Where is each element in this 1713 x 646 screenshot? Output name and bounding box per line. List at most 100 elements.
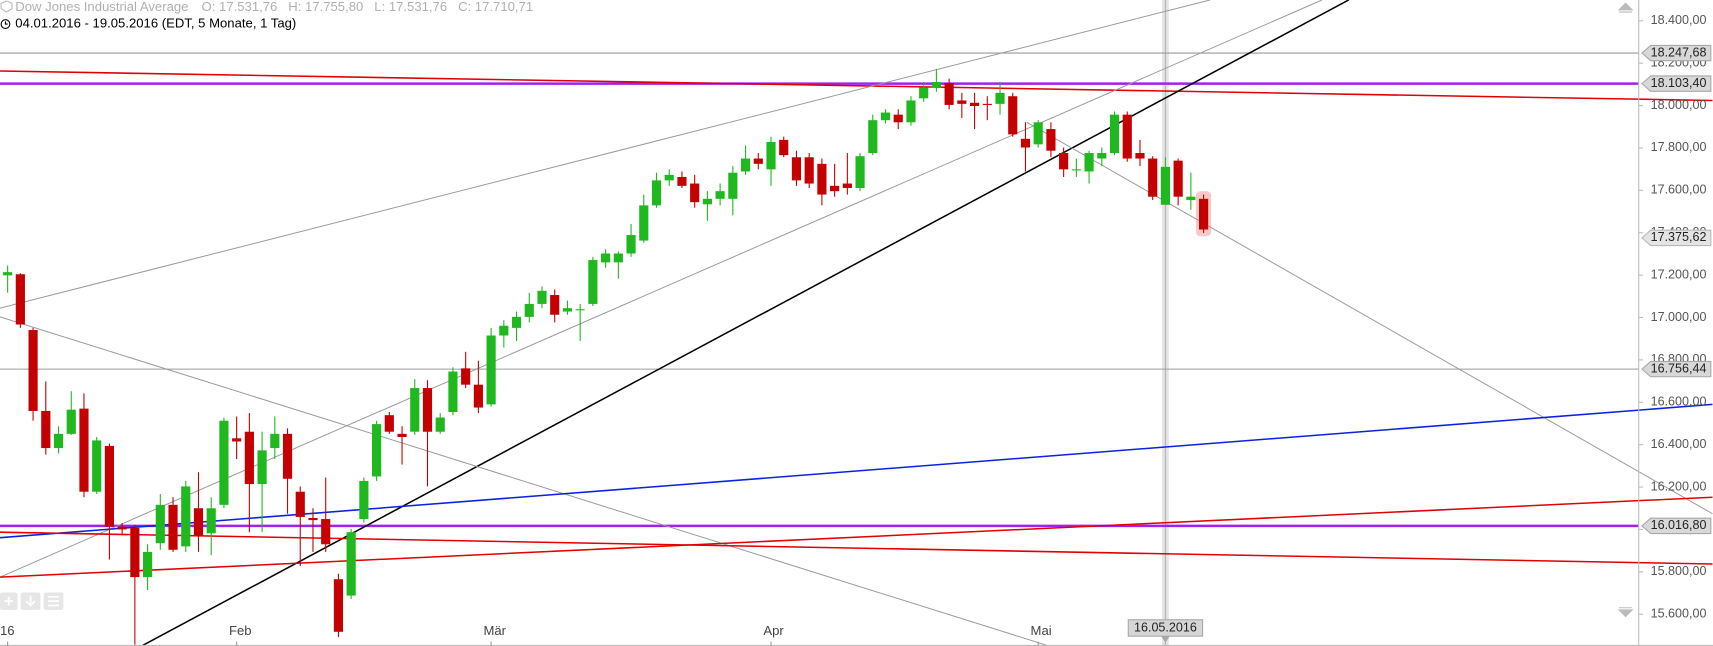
candle-body [601,253,611,263]
clock-icon [0,19,11,29]
x-tick-label: 16 [0,623,15,638]
date-range: 04.01.2016 - 19.05.2016 (EDT, 5 Monate, … [15,16,296,31]
candle-body [66,409,76,434]
candle-body [435,417,445,432]
level-marker-box [1641,517,1712,535]
candle-body [461,368,471,385]
candle-layer [3,68,1212,645]
x-tick-label: Mär [483,623,506,638]
level-marker-label: 16.016,80 [1651,518,1707,532]
candle-body [282,433,293,479]
candle-body [664,174,674,181]
candle-body [677,176,687,186]
candle-body [969,102,980,106]
level-marker-label: 18.103,40 [1651,76,1707,90]
candle-body [244,431,254,485]
candle-body [690,183,700,203]
candle-body [613,253,623,263]
level-marker-box [1641,44,1712,62]
candle-body [232,438,242,442]
candle-body [28,329,38,411]
candle-body [702,198,712,205]
candle-body [130,527,140,578]
candle-body [766,142,776,170]
y-tick-label: 18.000,00 [1651,98,1707,112]
candle-body [41,410,51,449]
candle-body [104,445,114,527]
candle-body [168,504,178,550]
candle-body [880,112,891,121]
ohlc-readout: L: 17.531,76 [374,0,447,14]
candle-body [779,139,789,156]
candle-body [181,486,191,547]
candle-body [804,157,814,184]
candle-body [3,272,13,276]
x-tick-label: Apr [763,623,784,638]
candle-body [817,163,827,195]
last-price-marker-box [1641,229,1712,247]
candle-body [321,519,331,545]
x-tick-label: Feb [229,623,252,638]
instrument-icon [0,0,13,13]
ohlc-readout: C: 17.710,71 [458,0,533,14]
candle-body [906,100,916,123]
ohlc-readout: O: 17.531,76 [202,0,278,14]
x-tick-label: Mai [1031,623,1052,638]
candle-body [308,517,318,521]
candle-body [753,158,763,164]
candle-body [1186,196,1196,201]
candle-body [537,290,547,304]
y-tick-label: 16.200,00 [1651,479,1707,493]
scroll-up-icon[interactable] [1617,2,1634,13]
candle-body [562,308,573,312]
candle-body [995,92,1005,104]
candle-body [499,325,509,336]
y-tick-label: 17.600,00 [1651,183,1707,197]
candle-body [359,480,369,520]
y-tick-label: 17.000,00 [1651,310,1707,324]
scroll-down-icon[interactable] [1617,607,1634,618]
candle-body [588,260,598,304]
trendline [0,496,1713,578]
candle-body [53,433,64,449]
candle-body [1071,169,1081,171]
candle-body [410,388,420,432]
candle-body [15,274,25,325]
candle-body [791,157,802,181]
candle-body [982,103,992,105]
candle-body [346,532,356,596]
trendline [0,316,1049,646]
candle-body [1059,153,1069,170]
toolbar [0,592,64,610]
candle-body [944,83,954,105]
trendline [0,70,1713,102]
under-layer [0,0,1639,646]
candle-body [270,433,280,449]
y-tick-label: 15.800,00 [1651,564,1707,578]
trendline [0,0,1211,309]
chart-title: Dow Jones Industrial Average [15,0,188,14]
candle-body [1020,138,1031,148]
y-tick-label: 16.600,00 [1651,395,1707,409]
candle-body [193,508,204,536]
candle-body [893,114,903,123]
trendline [0,403,1713,539]
candle-body [1122,114,1132,159]
cursor-date-label: 16.05.2016 [1134,620,1197,634]
clock-hands [4,21,8,25]
level-marker-box [1641,360,1712,378]
candle-body [1008,96,1018,135]
candle-body [575,309,585,311]
candle-body [1046,129,1056,151]
candle-body [830,185,840,192]
candle-body [919,87,929,99]
y-tick-label: 17.200,00 [1651,267,1707,281]
candle-body [448,371,458,413]
level-marker-label: 16.756,44 [1651,361,1707,375]
candle-body [155,504,165,544]
candle-body [219,420,229,505]
y-tick-label: 16.400,00 [1651,437,1707,451]
